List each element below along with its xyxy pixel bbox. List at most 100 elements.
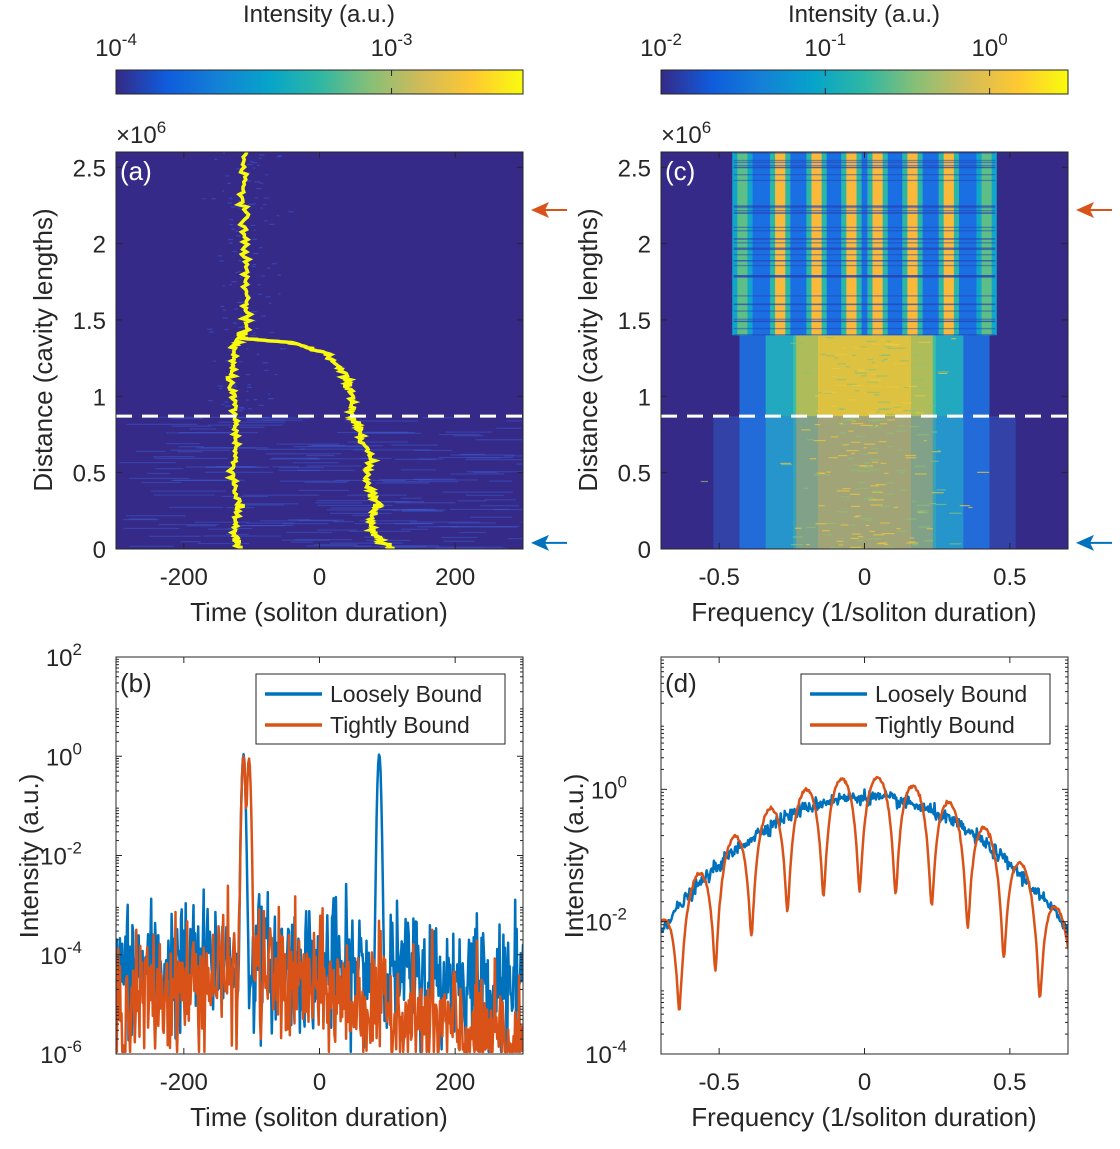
spectrum-noise (862, 466, 873, 468)
panel-label-b: (b) (120, 668, 152, 698)
spectrum-noise (806, 526, 816, 529)
y-tick-label: 0 (93, 537, 106, 564)
spectrum-noise (868, 538, 882, 540)
heatmap-noise (440, 547, 509, 549)
spectrum-noise (838, 454, 848, 457)
heatmap-noise (400, 497, 422, 499)
heatmap-noise (269, 331, 275, 334)
spectrum-noise (887, 446, 893, 448)
spectrum-noise (949, 512, 962, 514)
colorbar-left-gradient (115, 69, 524, 95)
heatmap-noise (235, 230, 239, 232)
spectrum-noise (897, 449, 901, 451)
spectrum-noise (916, 434, 930, 436)
heatmap-noise (229, 350, 234, 352)
fringe-dropout (733, 264, 996, 267)
heatmap-noise (166, 442, 200, 445)
spectrum-noise (700, 480, 708, 483)
heatmap-noise (278, 469, 355, 471)
spectrum-noise (850, 493, 861, 495)
fringe-peak (811, 152, 822, 336)
spectrum-noise (861, 436, 866, 438)
heatmap-noise (219, 416, 272, 419)
heatmap-noise (232, 250, 237, 253)
x-tick-label: 0 (858, 1069, 871, 1096)
y-tick-label: 100 (591, 772, 627, 804)
heatmap-noise (493, 508, 523, 511)
spectrum-noise (868, 380, 880, 382)
spectrum-noise (846, 449, 859, 452)
spectrum-noise (802, 372, 812, 374)
heatmap-noise (126, 423, 198, 425)
panel-label-a: (a) (120, 156, 152, 186)
heatmap-noise (417, 458, 444, 460)
heatmap-noise (171, 417, 204, 420)
spectrum-noise (872, 343, 881, 345)
heatmap-noise (445, 431, 492, 433)
heatmap-noise (306, 545, 372, 547)
spectrum-noise (856, 487, 869, 490)
heatmap-noise (258, 247, 263, 249)
spectrum-noise (826, 522, 837, 525)
spectrum-noise (868, 499, 877, 501)
heatmap-noise (231, 228, 236, 230)
heatmap-noise (352, 514, 375, 516)
heatmap-noise (450, 454, 515, 456)
spectrum-noise (804, 487, 808, 489)
heatmap-noise (400, 469, 437, 471)
heatmap-noise (329, 542, 404, 544)
spectrum-noise (885, 386, 899, 388)
heatmap-noise (278, 293, 281, 295)
panel-a: (a) ×106 -200 0 200 0 0.5 1 1.5 2 2.5 Time (soli… (28, 118, 567, 627)
spectrum-noise (866, 381, 879, 383)
spectrum-noise (867, 420, 879, 422)
heatmap-noise (246, 163, 253, 166)
heatmap-noise (224, 405, 231, 407)
colorbar-right-gradient (660, 69, 1069, 95)
fringe-peak (775, 152, 786, 336)
heatmap-noise (245, 399, 250, 401)
heatmap-noise (248, 203, 255, 205)
spectrum-noise (872, 419, 881, 421)
heatmap-noise (178, 446, 204, 448)
spectrum-noise (851, 505, 861, 507)
heatmap-noise (352, 449, 432, 451)
heatmap-noise (246, 294, 251, 296)
heatmap-noise (180, 541, 201, 543)
heatmap-noise (294, 539, 353, 541)
spectrum-noise (815, 523, 828, 525)
spectrum-noise (935, 503, 947, 506)
heatmap-noise (409, 521, 480, 523)
heatmap-noise (222, 317, 229, 319)
heatmap-noise (266, 267, 271, 269)
fringe-dropout (733, 159, 996, 162)
heatmap-noise (286, 531, 333, 534)
spectrum-noise (909, 541, 916, 543)
heatmap-noise (470, 516, 512, 518)
spectrum-noise (850, 546, 862, 548)
spectrum-noise (842, 419, 854, 421)
heatmap-noise (196, 447, 257, 449)
heatmap-noise (147, 472, 171, 475)
heatmap-noise (257, 164, 260, 167)
spectrum-noise (858, 481, 866, 484)
y-tick-label: 10-6 (40, 1037, 82, 1069)
fringe-dropout (733, 205, 996, 207)
heatmap-noise (169, 506, 224, 508)
spectrum-noise (852, 346, 856, 348)
legend-d-label-tightly: Tightly Bound (875, 712, 1015, 738)
fringe-dropout (733, 254, 996, 256)
colorbar-right: Intensity (a.u.) 10-2 10-1 100 (640, 1, 1069, 95)
spectrum-noise (918, 512, 929, 514)
spectrum-noise (878, 408, 892, 410)
heatmap-noise (465, 459, 523, 461)
heatmap-noise (202, 198, 206, 200)
heatmap-noise (236, 168, 240, 170)
y-tick-label: 1 (93, 384, 106, 411)
heatmap-noise (154, 457, 228, 460)
colorbar-left-label: Intensity (a.u.) (243, 1, 395, 28)
heatmap-noise (335, 479, 406, 482)
spectrum-noise (814, 423, 821, 426)
heatmap-noise (228, 197, 233, 199)
heatmap-noise (155, 467, 184, 470)
